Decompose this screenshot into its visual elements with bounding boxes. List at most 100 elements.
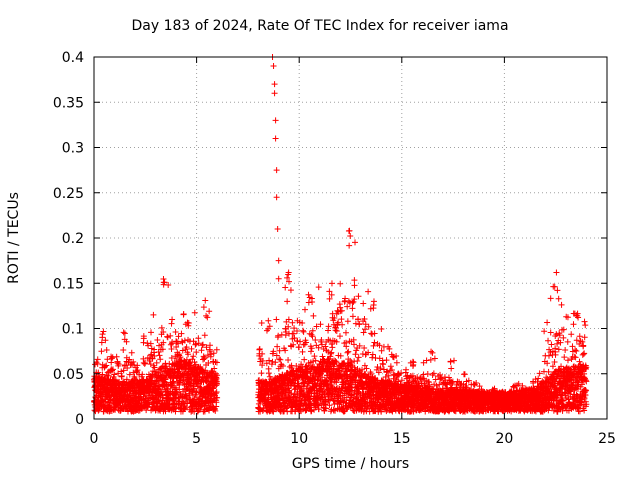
roti-point [213, 346, 220, 353]
roti-point [172, 328, 179, 335]
roti-point [329, 344, 336, 351]
roti-point [351, 282, 358, 289]
roti-point [291, 325, 298, 332]
roti-point [156, 342, 163, 349]
roti-point [383, 357, 390, 364]
roti-point [301, 306, 308, 313]
roti-point [160, 329, 167, 336]
roti-point [424, 371, 431, 378]
roti-point [350, 298, 357, 305]
roti-point [99, 371, 106, 378]
roti-point [133, 368, 140, 375]
roti-point [109, 366, 116, 373]
roti-point [461, 371, 468, 378]
roti-point [167, 341, 174, 348]
roti-point [134, 367, 141, 374]
roti-point [355, 354, 362, 361]
roti-point [173, 344, 180, 351]
roti-point [355, 293, 362, 300]
roti-point [258, 320, 265, 327]
roti-point [164, 333, 171, 340]
roti-point [179, 347, 186, 354]
roti-point [350, 341, 357, 348]
roti-point [311, 353, 318, 360]
roti-point [345, 348, 352, 355]
roti-point [181, 405, 188, 412]
roti-point [290, 330, 297, 337]
roti-point [104, 356, 111, 363]
roti-point [393, 359, 400, 366]
roti-point [114, 360, 121, 367]
roti-point [151, 352, 158, 359]
roti-point [374, 364, 381, 371]
roti-point [108, 359, 115, 366]
roti-point [168, 354, 175, 361]
roti-point [356, 320, 363, 327]
roti-point [284, 298, 291, 305]
roti-point [310, 312, 317, 319]
roti-point [258, 370, 265, 377]
roti-point [338, 316, 345, 323]
roti-point [180, 311, 187, 318]
roti-point [150, 311, 157, 318]
roti-point [98, 348, 105, 355]
roti-point [429, 371, 436, 378]
roti-point [360, 329, 367, 336]
roti-point [138, 399, 145, 406]
roti-point [130, 369, 137, 376]
roti-point [124, 364, 131, 371]
roti-point [118, 373, 125, 380]
roti-point [111, 371, 118, 378]
roti-point [120, 367, 127, 374]
roti-point [178, 330, 185, 337]
roti-point [315, 284, 322, 291]
roti-point [175, 340, 182, 347]
roti-point [352, 239, 359, 246]
roti-point [307, 348, 314, 355]
roti-point [167, 332, 174, 339]
roti-point [301, 356, 308, 363]
roti-point [344, 318, 351, 325]
roti-point [282, 284, 289, 291]
roti-point [312, 337, 319, 344]
roti-point [156, 352, 163, 359]
roti-point [162, 360, 169, 367]
roti-point [430, 370, 437, 377]
roti-point [126, 371, 133, 378]
roti-point [95, 369, 102, 376]
roti-point [157, 356, 164, 363]
roti-point [351, 277, 358, 284]
roti-point [300, 327, 307, 334]
roti-point [103, 362, 110, 369]
roti-point [300, 328, 307, 335]
roti-point [108, 355, 115, 362]
roti-point [178, 338, 185, 345]
roti-point [278, 361, 285, 368]
roti-point [371, 339, 378, 346]
roti-point [273, 316, 280, 323]
roti-point [159, 394, 166, 401]
roti-point [169, 316, 176, 323]
roti-point [142, 359, 149, 366]
roti-point [352, 351, 359, 358]
roti-point [94, 356, 101, 363]
roti-point [169, 379, 176, 386]
roti-point [168, 346, 175, 353]
roti-point [275, 332, 282, 339]
roti-point [148, 329, 155, 336]
roti-point [367, 305, 374, 312]
roti-point [378, 326, 385, 333]
roti-point [360, 300, 367, 307]
roti-point [126, 356, 133, 363]
roti-point [159, 346, 166, 353]
roti-point [120, 347, 127, 354]
roti-point [213, 359, 220, 366]
roti-point [342, 329, 349, 336]
roti-point [115, 361, 122, 368]
roti-point [101, 363, 108, 370]
roti-point [336, 333, 343, 340]
roti-point [190, 353, 197, 360]
roti-point [337, 280, 344, 287]
roti-point [109, 354, 116, 361]
